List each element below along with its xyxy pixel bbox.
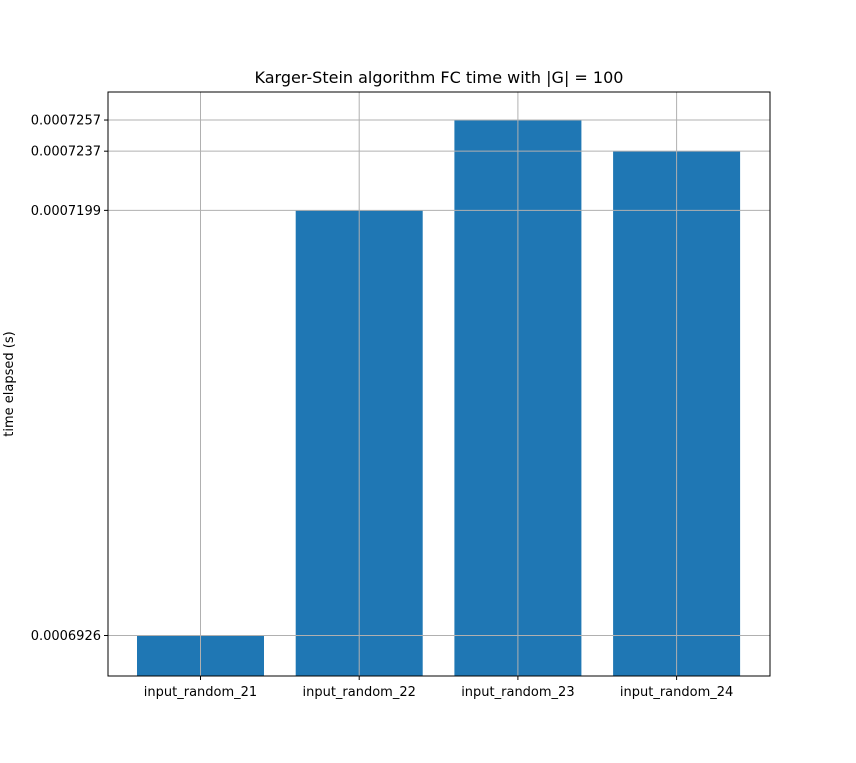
y-tick-label-0.0007237: 0.0007237 <box>31 145 101 160</box>
grid-layer <box>108 92 770 676</box>
x-tick-label-input_random_23: input_random_23 <box>461 685 574 700</box>
plot-frame <box>107 91 771 677</box>
ticks-layer: input_random_21 input_random_22 input_rand… <box>31 114 734 700</box>
x-tick-label-input_random_24: input_random_24 <box>620 685 733 700</box>
x-tick-label-input_random_21: input_random_21 <box>144 685 257 700</box>
y-tick-label-0.0007257: 0.0007257 <box>31 114 101 129</box>
x-tick-label-input_random_22: input_random_22 <box>302 685 415 700</box>
y-tick-label-0.0007199: 0.0007199 <box>31 204 101 219</box>
chart-title: Karger-Stein algorithm FC time with |G| … <box>255 68 624 87</box>
y-tick-label-0.0006926: 0.0006926 <box>31 629 101 644</box>
y-axis-label: time elapsed (s) <box>2 331 17 436</box>
